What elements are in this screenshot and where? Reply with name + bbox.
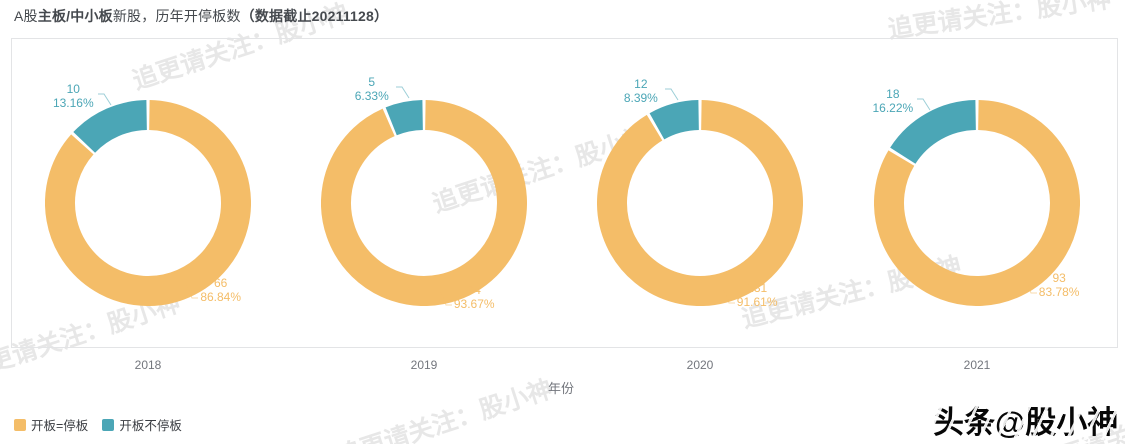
slice-percent: 16.22%	[872, 100, 914, 115]
legend: 开板=停板 开板不停板	[14, 415, 182, 434]
label-line	[97, 93, 112, 106]
slice-percent: 6.33%	[354, 89, 389, 104]
slice-percent: 13.16%	[52, 96, 94, 111]
toutiao-author-logo: 头条@股小神	[928, 397, 1123, 442]
label-line	[665, 88, 679, 101]
donut-chart-2018	[45, 100, 251, 306]
slice-label: 12 8.39%	[596, 77, 686, 105]
slice-value: 66	[213, 275, 228, 290]
slice-open-equal-stop-2021[interactable]	[874, 100, 1080, 306]
slice-value: 93	[1052, 271, 1066, 286]
donut-chart-2021	[874, 100, 1080, 306]
slice-label: 10 13.16%	[28, 82, 118, 110]
slice-label: 93 83.78%	[1014, 271, 1104, 299]
slice-label: 74 93.67%	[429, 283, 519, 311]
slice-value: 10	[66, 82, 80, 97]
donut-chart-2020	[597, 100, 803, 306]
chart-title-segment: （数据截止20211128）	[240, 8, 389, 24]
x-tick-label-2020: 2020	[686, 358, 714, 372]
slice-percent: 86.84%	[200, 289, 242, 304]
label-line	[185, 281, 199, 299]
label-line	[396, 86, 410, 99]
legend-item-open-equal-stop[interactable]: 开板=停板	[14, 415, 88, 434]
slice-open-not-stop-2019[interactable]	[385, 100, 424, 136]
legend-label: 开板不停板	[119, 419, 182, 433]
slice-value: 18	[886, 86, 900, 101]
slice-percent: 93.67%	[453, 296, 495, 311]
chart-title-segment: A股	[14, 8, 38, 24]
slice-value: 131	[747, 281, 768, 296]
watermark-text: 追更请关注：股小神	[333, 375, 556, 444]
label-line	[1024, 277, 1037, 294]
slice-value: 12	[634, 76, 648, 91]
chart-title-segment: 新股，历年开停板数	[112, 8, 241, 24]
plot-area	[11, 38, 1118, 348]
legend-label: 开板=停板	[31, 419, 89, 433]
legend-swatch	[14, 418, 26, 431]
chart-title-segment: 主板/中小板	[37, 8, 113, 24]
donut-chart-2019	[321, 100, 527, 306]
slice-open-not-stop-2021[interactable]	[890, 100, 977, 165]
slice-open-equal-stop-2018[interactable]	[45, 100, 251, 306]
label-line	[917, 98, 931, 111]
slice-percent: 8.39%	[623, 90, 658, 105]
slice-label: 18 16.22%	[848, 87, 938, 115]
slice-percent: 83.78%	[1038, 285, 1080, 300]
slice-value: 74	[467, 282, 481, 297]
x-tick-label-2019: 2019	[410, 358, 438, 372]
slice-label: 5 6.33%	[327, 75, 417, 103]
slice-label: 131 91.61%	[712, 281, 802, 309]
legend-item-open-not-stop[interactable]: 开板不停板	[102, 415, 182, 434]
slice-open-equal-stop-2019[interactable]	[321, 100, 527, 306]
legend-swatch	[102, 418, 115, 431]
slice-open-equal-stop-2020[interactable]	[597, 100, 803, 306]
slice-value: 5	[368, 75, 376, 90]
label-line	[722, 287, 735, 304]
label-line	[439, 288, 452, 306]
slice-open-not-stop-2018[interactable]	[73, 100, 148, 154]
x-tick-label-2021: 2021	[963, 358, 991, 372]
slice-open-not-stop-2020[interactable]	[649, 100, 700, 140]
x-tick-label-2018: 2018	[134, 358, 162, 372]
slice-label: 66 86.84%	[176, 276, 266, 304]
chart-title: A股主板/中小板新股，历年开停板数（数据截止20211128）	[14, 6, 388, 26]
x-axis-title: 年份	[547, 381, 574, 396]
slice-percent: 91.61%	[736, 295, 778, 310]
